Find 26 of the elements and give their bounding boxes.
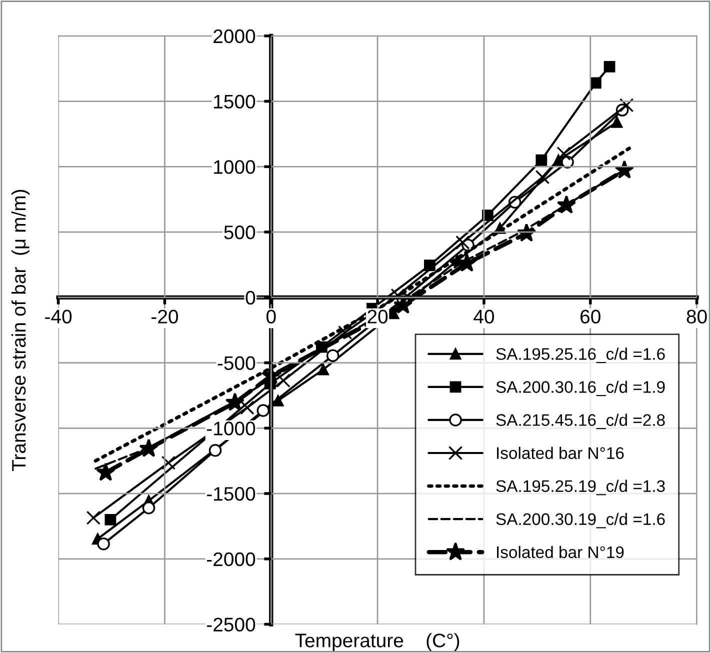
x-tick-label: 20 <box>368 310 388 324</box>
x-tick-label: -20 <box>152 310 178 324</box>
x-axis-title: Temperature (C°) <box>295 633 460 652</box>
y-tick-label: -2500 <box>206 618 256 632</box>
x-tick-label: 0 <box>266 310 276 324</box>
legend-label: SA.215.45.16_c/d =2.8 <box>496 414 665 430</box>
x-tick-label: 40 <box>474 310 494 324</box>
y-tick-label: -2000 <box>206 552 256 566</box>
x-tick-label: -40 <box>45 310 72 324</box>
legend-label: Isolated bar N°16 <box>497 446 624 460</box>
x-tick-label: 80 <box>686 310 707 324</box>
y-tick-label: 500 <box>224 226 256 240</box>
y-tick-label: -1000 <box>206 422 256 436</box>
y-tick-label: -500 <box>218 356 256 370</box>
legend-label: SA.195.25.19_c/d =1.3 <box>496 480 665 496</box>
y-axis-title: Transverse strain of bar (μ m/m) <box>11 190 30 472</box>
y-tick-label: 1000 <box>214 160 256 174</box>
x-tick-label: 60 <box>580 310 600 324</box>
y-tick-label: 0 <box>246 290 256 305</box>
y-tick-label: -1500 <box>206 486 256 501</box>
legend-label: SA.200.30.19_c/d =1.6 <box>496 512 665 528</box>
legend-label: SA.195.25.16_c/d =1.6 <box>496 348 665 364</box>
y-tick-label: 2000 <box>214 29 256 44</box>
legend-label: SA.200.30.16_c/d =1.9 <box>496 380 665 396</box>
legend-label: Isolated bar N°19 <box>497 546 624 558</box>
y-tick-label: 1500 <box>214 94 256 109</box>
